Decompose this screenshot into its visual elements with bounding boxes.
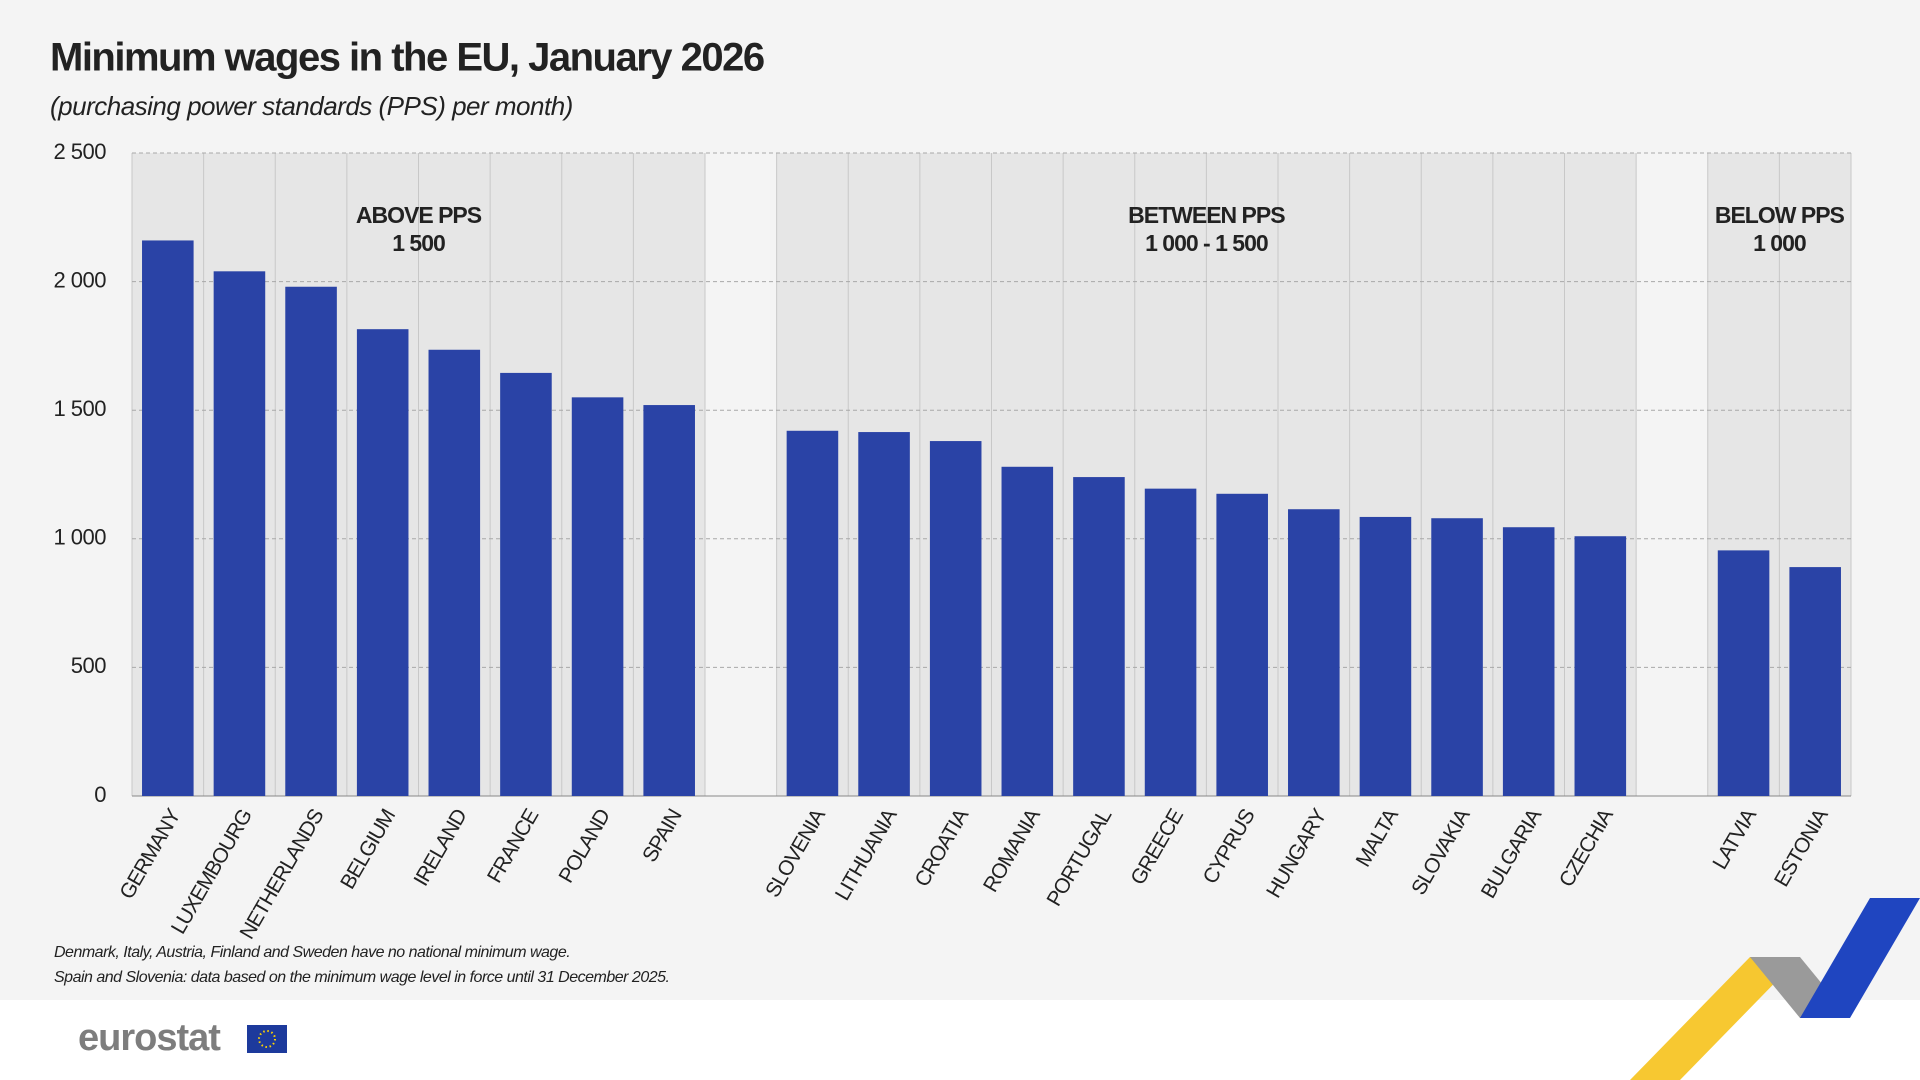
bar [1359,516,1412,796]
bar [1431,518,1483,796]
x-tick-label: HUNGARY [1262,805,1331,902]
x-tick-label: LATVIA [1708,805,1761,873]
y-tick-label: 1 000 [53,525,106,550]
bar [356,329,409,796]
x-tick-label: LITHUANIA [831,805,902,905]
bar [1073,477,1125,796]
bar [1288,509,1340,796]
bar [500,372,552,796]
x-tick-label: CROATIA [911,805,974,891]
bar [643,405,695,796]
bar [213,271,266,796]
x-tick-label: SPAIN [638,806,686,866]
group-label: 1 000 - 1 500 [1145,230,1268,256]
group-label: ABOVE PPS [356,202,482,228]
group-label: 1 500 [392,230,445,256]
x-tick-label: MALTA [1352,805,1403,871]
x-tick-label: IRELAND [410,805,472,890]
group-label: 1 000 [1753,230,1806,256]
x-tick-label: PORTUGAL [1043,806,1117,911]
bar [1001,466,1054,796]
bar [1789,567,1841,796]
x-tick-label: SLOVAKIA [1407,805,1475,899]
footnote: Spain and Slovenia: data based on the mi… [54,969,669,986]
logo-text: eurostat [78,1017,221,1059]
x-tick-label: SLOVENIA [761,805,830,901]
group-label: BELOW PPS [1715,202,1845,228]
y-tick-label: 500 [71,653,106,678]
bar [1717,550,1770,796]
x-tick-label: GERMANY [115,805,185,903]
x-tick-label: ROMANIA [979,805,1045,896]
x-tick-label: BELGIUM [336,806,400,893]
y-tick-label: 0 [94,782,106,807]
footnote: Denmark, Italy, Austria, Finland and Swe… [54,944,570,961]
decoration [1630,898,1920,1080]
bar [1144,488,1197,796]
chart-subtitle: (purchasing power standards (PPS) per mo… [50,91,573,121]
bar [1502,527,1555,796]
bar [1574,536,1627,796]
eu-flag [247,1025,287,1053]
bar [142,240,194,796]
footer-band [0,1000,1920,1080]
y-tick-label: 2 500 [53,139,106,164]
x-tick-label: CZECHIA [1555,805,1618,891]
x-tick-label: CYPRUS [1199,805,1260,888]
bar [786,430,839,796]
x-tick-label: FRANCE [483,805,544,887]
y-tick-label: 1 500 [53,396,106,421]
x-tick-label: GREECE [1126,805,1188,889]
bar [428,349,481,796]
x-tick-label: BULGARIA [1477,805,1547,902]
y-tick-label: 2 000 [53,267,106,292]
x-tick-label: ESTONIA [1770,805,1833,891]
bar [571,397,624,796]
bar [858,432,910,796]
bar [929,441,982,796]
bar [1216,493,1268,796]
bar [285,286,337,796]
group-label: BETWEEN PPS [1128,202,1285,228]
chart-title: Minimum wages in the EU, January 2026 [50,36,764,80]
x-tick-label: POLAND [555,805,616,887]
